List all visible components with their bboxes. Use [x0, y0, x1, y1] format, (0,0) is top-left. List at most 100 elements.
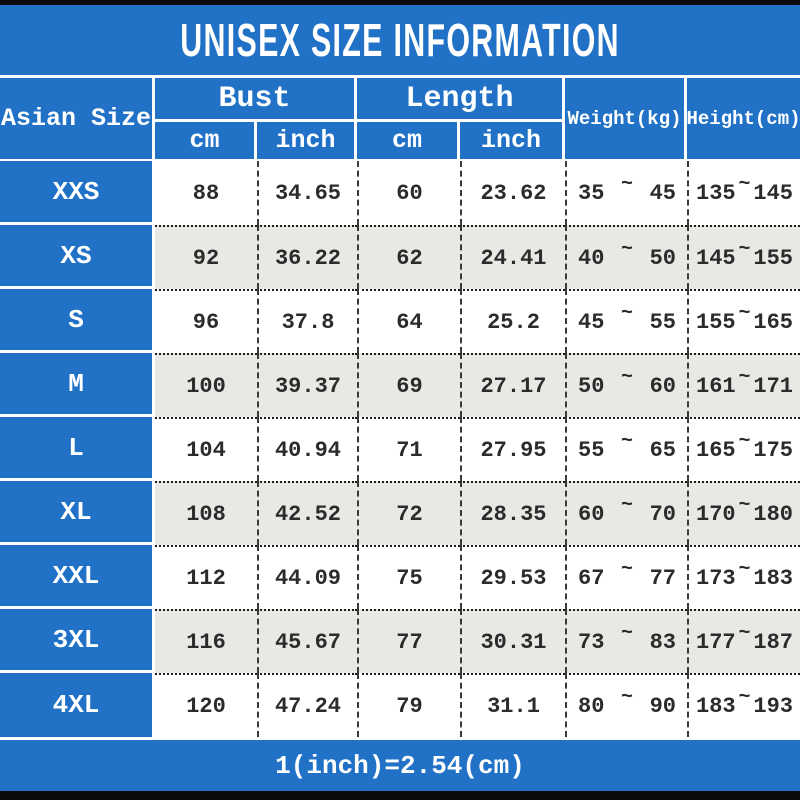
tilde-separator: ~: [738, 172, 751, 196]
tilde-separator: ~: [620, 493, 633, 517]
weight-range-cell: 73 ~83: [565, 609, 687, 673]
height-range-cell-min: 170: [696, 501, 736, 527]
height-range-cell-min: 177: [696, 629, 736, 655]
bust-inch-cell: 36.22: [257, 225, 357, 289]
size-cell: 3XL: [0, 609, 155, 673]
height-range-cell-max: 193: [753, 693, 793, 719]
weight-range-cell-min: 45: [578, 309, 605, 335]
height-range-cell: 170 ~180: [687, 481, 800, 545]
height-range-cell-min: 161: [696, 373, 736, 399]
table-row: 4XL 120 47.24 79 31.1 80 ~90 183 ~193: [0, 673, 800, 737]
weight-range-cell-min: 55: [578, 437, 605, 463]
size-cell: XXL: [0, 545, 155, 609]
bust-cm-cell: 120: [155, 673, 257, 737]
bust-inch-cell: 47.24: [257, 673, 357, 737]
size-cell: XXS: [0, 161, 155, 225]
height-range-cell: 155 ~165: [687, 289, 800, 353]
length-inch-cell: 25.2: [460, 289, 565, 353]
height-range-cell: 177 ~187: [687, 609, 800, 673]
weight-range-cell: 80 ~90: [565, 673, 687, 737]
weight-range-cell-max: 65: [649, 437, 676, 463]
bust-cm-cell: 100: [155, 353, 257, 417]
weight-range-cell: 40 ~50: [565, 225, 687, 289]
tilde-separator: ~: [620, 429, 633, 453]
weight-range-cell-max: 45: [649, 180, 676, 206]
tilde-separator: ~: [738, 365, 751, 389]
bust-inch-cell: 37.8: [257, 289, 357, 353]
height-range-cell: 173 ~183: [687, 545, 800, 609]
header-length-cm: cm: [357, 122, 460, 159]
height-range-cell-min: 155: [696, 309, 736, 335]
header-height: Height(cm): [686, 107, 800, 130]
table-row: 3XL 116 45.67 77 30.31 73 ~83 177 ~187: [0, 609, 800, 673]
length-inch-cell: 24.41: [460, 225, 565, 289]
height-range-cell-max: 187: [753, 629, 793, 655]
table-row: XXS 88 34.65 60 23.62 35 ~45 135 ~145: [0, 161, 800, 225]
footer-note-band: 1(inch)=2.54(cm): [0, 737, 800, 791]
table-body: XXS 88 34.65 60 23.62 35 ~45 135 ~145 XS 92 36.22 62…: [0, 161, 800, 737]
height-range-cell-min: 183: [696, 693, 736, 719]
header-weight: Weight(kg): [565, 78, 687, 159]
bust-cm-cell: 92: [155, 225, 257, 289]
height-range-cell-max: 183: [753, 565, 793, 591]
bust-inch-cell: 45.67: [257, 609, 357, 673]
top-border-bar: [0, 0, 800, 5]
height-range-cell-max: 180: [753, 501, 793, 527]
header-bust-inch: inch: [275, 126, 336, 155]
weight-range-cell-max: 50: [649, 245, 676, 271]
tilde-separator: ~: [738, 301, 751, 325]
length-cm-cell: 75: [357, 545, 460, 609]
tilde-separator: ~: [738, 557, 751, 581]
length-inch-cell: 31.1: [460, 673, 565, 737]
length-cm-cell: 62: [357, 225, 460, 289]
weight-range-cell-min: 60: [578, 501, 605, 527]
header-bust-subrow: cm inch: [155, 122, 354, 159]
tilde-separator: ~: [620, 365, 633, 389]
header-bust-label: Bust: [155, 78, 354, 122]
conversion-note: 1(inch)=2.54(cm): [275, 750, 525, 781]
weight-range-cell: 60 ~70: [565, 481, 687, 545]
table-row: L 104 40.94 71 27.95 55 ~65 165 ~175: [0, 417, 800, 481]
table-row: XL 108 42.52 72 28.35 60 ~70 170 ~180: [0, 481, 800, 545]
length-inch-cell: 30.31: [460, 609, 565, 673]
weight-range-cell: 35 ~45: [565, 161, 687, 225]
weight-range-cell-min: 80: [578, 693, 605, 719]
height-range-cell-max: 145: [753, 180, 793, 206]
tilde-separator: ~: [738, 685, 751, 709]
bust-inch-cell: 39.37: [257, 353, 357, 417]
weight-range-cell: 45 ~55: [565, 289, 687, 353]
length-cm-cell: 77: [357, 609, 460, 673]
header-asian-size: Asian Size: [0, 78, 155, 159]
tilde-separator: ~: [738, 621, 751, 645]
bust-inch-cell: 42.52: [257, 481, 357, 545]
tilde-separator: ~: [620, 621, 633, 645]
table-row: M 100 39.37 69 27.17 50 ~60 161 ~171: [0, 353, 800, 417]
bottom-border-bar: [0, 791, 800, 800]
tilde-separator: ~: [620, 172, 633, 196]
weight-range-cell-max: 60: [649, 373, 676, 399]
size-cell: XL: [0, 481, 155, 545]
bust-cm-cell: 104: [155, 417, 257, 481]
weight-range-cell-min: 67: [578, 565, 605, 591]
table-header: Asian Size Bust cm inch Length cm inch W…: [0, 78, 800, 161]
weight-range-cell-min: 73: [578, 629, 605, 655]
weight-range-cell: 67 ~77: [565, 545, 687, 609]
length-cm-cell: 72: [357, 481, 460, 545]
tilde-separator: ~: [738, 237, 751, 261]
bust-cm-cell: 96: [155, 289, 257, 353]
height-range-cell: 135 ~145: [687, 161, 800, 225]
table-row: S 96 37.8 64 25.2 45 ~55 155 ~165: [0, 289, 800, 353]
height-range-cell: 145 ~155: [687, 225, 800, 289]
weight-range-cell-max: 70: [649, 501, 676, 527]
length-cm-cell: 64: [357, 289, 460, 353]
page-title: UNISEX SIZE INFORMATION: [180, 14, 620, 66]
length-inch-cell: 27.95: [460, 417, 565, 481]
tilde-separator: ~: [738, 493, 751, 517]
height-range-cell: 165 ~175: [687, 417, 800, 481]
length-inch-cell: 28.35: [460, 481, 565, 545]
size-cell: XS: [0, 225, 155, 289]
bust-inch-cell: 44.09: [257, 545, 357, 609]
table-row: XXL 112 44.09 75 29.53 67 ~77 173 ~183: [0, 545, 800, 609]
length-cm-cell: 60: [357, 161, 460, 225]
header-length-inch: inch: [480, 126, 541, 155]
